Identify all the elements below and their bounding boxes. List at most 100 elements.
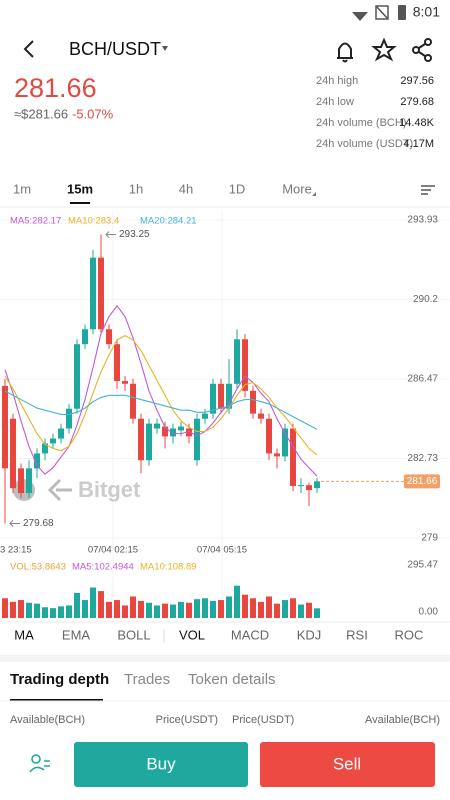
indicator-tab[interactable]: EMA — [62, 627, 91, 642]
buy-label[interactable]: Buy — [146, 754, 176, 773]
timeframe-tab[interactable]: 1m — [13, 181, 31, 196]
detail-tab[interactable]: Trading depth — [10, 671, 109, 688]
volume-bar — [18, 600, 24, 618]
sell-label[interactable]: Sell — [333, 754, 361, 773]
timeframe-tab[interactable]: 1D — [229, 181, 246, 196]
column-header: Price(USDT) — [232, 714, 294, 726]
indicator-tabs: MA EMA BOLL VOL MACD KDJ RSI ROC — [14, 627, 423, 643]
back-button[interactable] — [23, 40, 34, 58]
candle-body — [66, 408, 72, 429]
fiat-price: ≈$281.66 — [14, 106, 68, 121]
order-icon[interactable] — [29, 754, 50, 773]
annotation-label: 279.68 — [23, 518, 54, 529]
volume-bar — [146, 602, 152, 618]
volume-bar — [2, 598, 8, 618]
alert-icon[interactable] — [337, 42, 353, 63]
column-header: Price(USDT) — [156, 714, 218, 726]
sim-slash — [375, 5, 389, 20]
candle-body — [2, 385, 8, 469]
volume-bar — [282, 600, 288, 618]
candle-chart: 279 282.73 286.47 290.2 293.93 Bitget MA5:282.… — [0, 210, 450, 618]
volume-bar — [66, 605, 72, 618]
volume-bar — [202, 598, 208, 618]
indicator-tab[interactable]: VOL — [179, 627, 205, 642]
timeframe-tabs: 1m 15m 1h 4h 1D More — [13, 181, 435, 204]
sim-icon — [375, 5, 389, 20]
candle-body — [130, 383, 136, 419]
candle-body — [170, 428, 176, 437]
volume-bar — [34, 603, 40, 618]
x-tick-label: 07/04 05:15 — [197, 545, 247, 556]
candle-body — [146, 423, 152, 461]
favorite-icon[interactable] — [371, 37, 397, 62]
candle-body — [74, 344, 80, 409]
volume-bar — [314, 608, 320, 618]
y-tick-label: 293.93 — [407, 215, 438, 226]
buy-button[interactable] — [74, 742, 248, 787]
vol-tick-label: 295.47 — [407, 560, 438, 571]
volume-bar — [170, 604, 176, 618]
detail-tab[interactable]: Trades — [124, 671, 170, 688]
wifi-icon — [352, 12, 368, 21]
y-tick-label: 290.2 — [413, 294, 438, 305]
volume-bar — [90, 587, 96, 618]
pair-dropdown[interactable] — [162, 46, 168, 51]
vol-tick-label: 0.00 — [419, 607, 439, 618]
x-tick-label: 07/04 02:15 — [88, 545, 138, 556]
candle-body — [90, 257, 96, 330]
ma-legend: MA5:282.17 — [10, 216, 61, 227]
timeframe-tab[interactable]: More — [282, 181, 312, 196]
candle-body — [82, 329, 88, 345]
indicator-tab[interactable]: MACD — [231, 627, 269, 642]
stat-label: 24h low — [316, 96, 354, 108]
timeframe-tab[interactable]: 4h — [179, 181, 193, 196]
volume-bar — [82, 600, 88, 618]
volume-bar — [50, 608, 56, 618]
timeframe-tab[interactable]: 15m — [67, 181, 93, 196]
candle-body — [194, 418, 200, 461]
candle-body — [10, 418, 16, 489]
candle-body — [258, 413, 264, 419]
stat-value: 297.56 — [400, 75, 434, 87]
candle-body — [106, 329, 112, 345]
candle-body — [210, 383, 216, 414]
ma-legend: MA20:284.21 — [140, 216, 197, 227]
volume-bar — [234, 585, 240, 618]
candle-body — [202, 413, 208, 419]
last-price-badge — [404, 474, 440, 489]
x-tick-label: 3 23:15 — [0, 545, 32, 556]
stats: 24h high 297.56 24h low 279.68 24h volume (B… — [316, 75, 435, 150]
volume-bar — [42, 607, 48, 618]
candle-body — [42, 443, 48, 454]
column-header: Available(BCH) — [10, 714, 85, 726]
detail-tab[interactable]: Token details — [188, 671, 276, 688]
indicator-tab[interactable]: KDJ — [297, 627, 322, 642]
indicator-tab[interactable]: ROC — [395, 627, 424, 642]
volume-bar — [74, 592, 80, 618]
candle-body — [234, 339, 240, 384]
volume-bar — [98, 591, 104, 618]
volume-bar — [10, 601, 16, 618]
sell-button[interactable] — [260, 742, 435, 787]
stat-value: 4.17M — [403, 138, 434, 150]
settings-icon[interactable] — [421, 185, 435, 195]
annotation-arrow — [9, 520, 20, 527]
indicator-tab[interactable]: MA — [14, 627, 34, 642]
candle-body — [58, 428, 64, 439]
candle-body — [138, 418, 144, 461]
candle-body — [266, 418, 272, 454]
indicator-tab[interactable]: RSI — [346, 627, 368, 642]
indicator-tab[interactable]: BOLL — [117, 627, 150, 642]
candle-body — [34, 453, 40, 469]
volume-bar — [258, 601, 264, 618]
y-tick-label: 279 — [421, 533, 438, 544]
pair-title[interactable]: BCH/USDT — [69, 39, 161, 59]
stat-label: 24h volume (USDT) — [316, 138, 413, 150]
volume-bar — [162, 603, 168, 618]
candle-body — [226, 383, 232, 409]
volume-bar — [186, 602, 192, 618]
timeframe-tab[interactable]: 1h — [129, 181, 143, 196]
last-price-label: 281.66 — [407, 476, 438, 487]
share-icon[interactable] — [412, 38, 432, 62]
